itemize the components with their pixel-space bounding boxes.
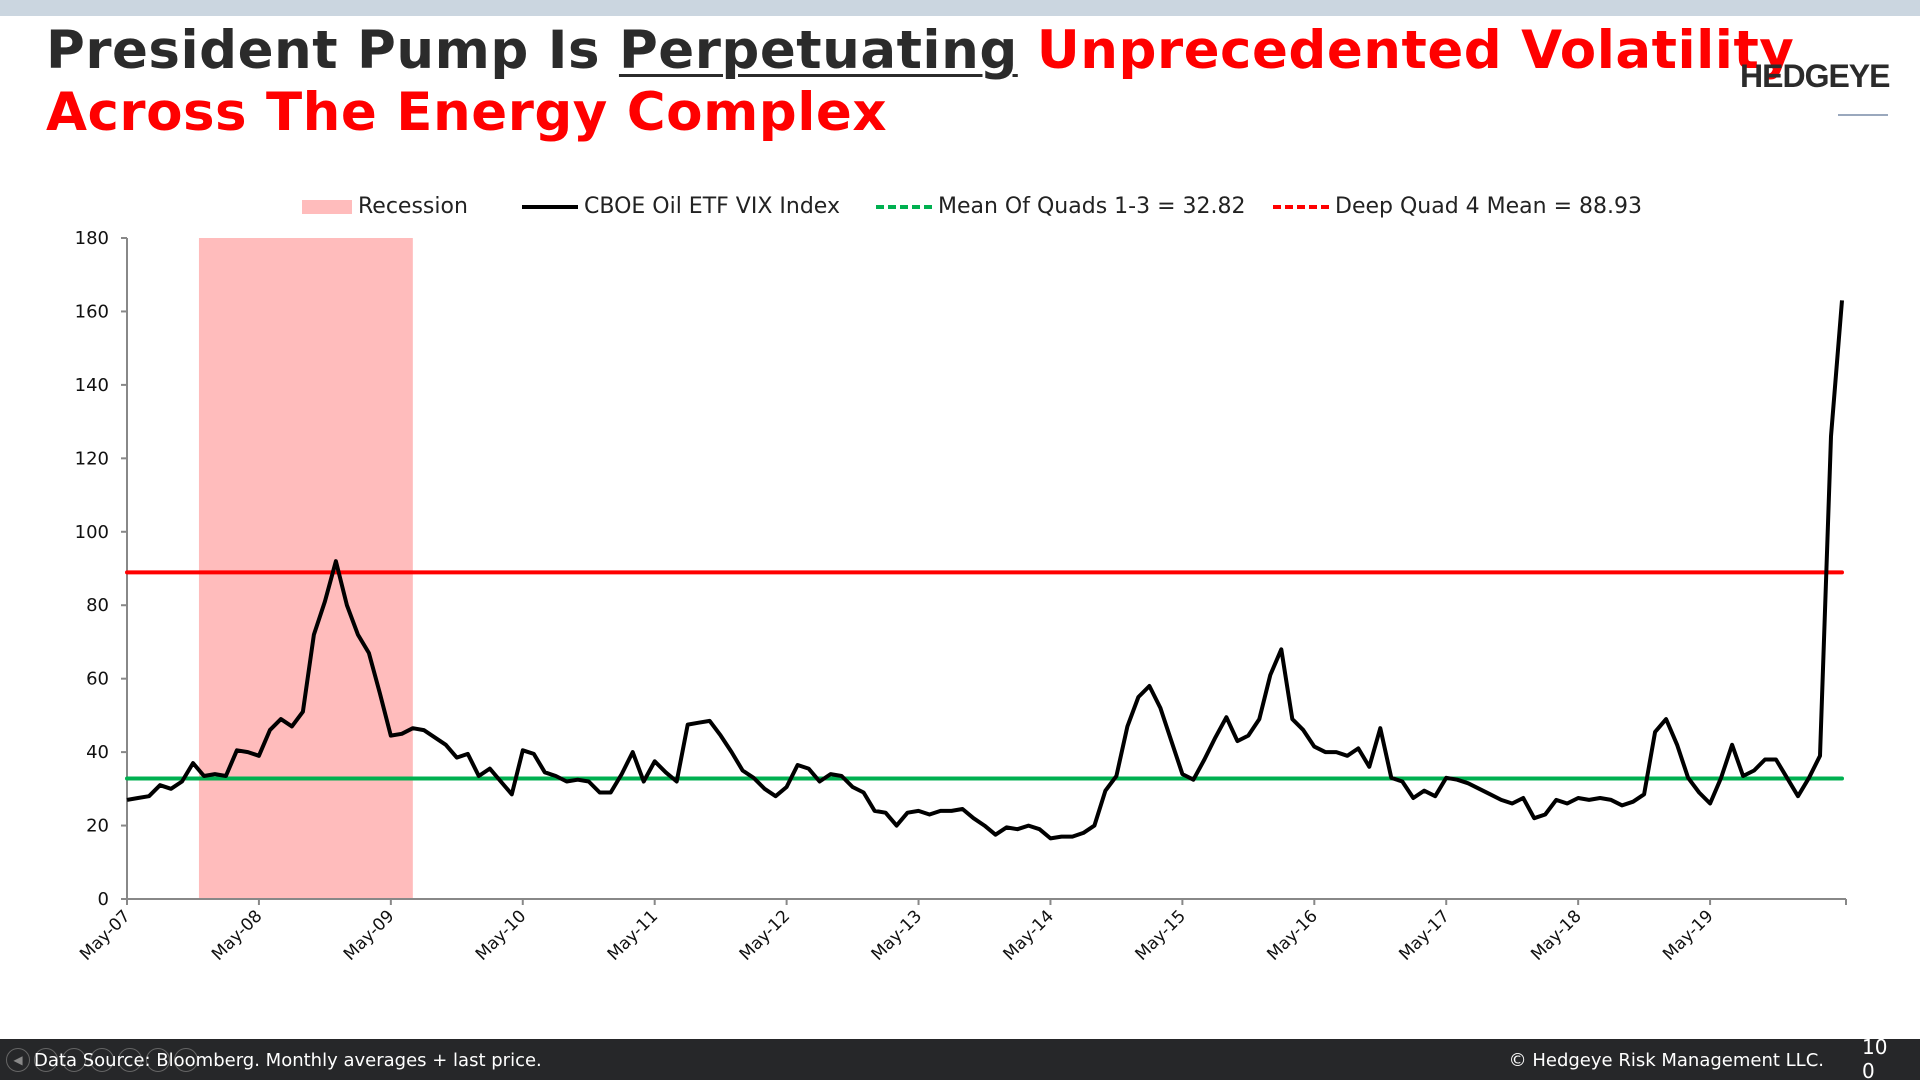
x-tick-label: May-17 (1395, 906, 1453, 964)
x-tick-label: May-08 (208, 906, 266, 964)
x-tick-label: May-15 (1131, 906, 1189, 964)
chart-plot: 0 20 40 60 80 100 120 140 160 180 May-07 May-08 May-… (0, 0, 1920, 1040)
y-tick-label: 140 (75, 375, 109, 396)
page-number: 100 (1862, 1035, 1890, 1083)
x-tick-label: May-13 (868, 906, 926, 964)
footer: ◀ Data Source: Bloomberg. Monthly averag… (0, 1039, 1920, 1080)
x-tick-label: May-14 (1000, 906, 1058, 964)
y-tick-label: 120 (75, 448, 109, 469)
y-tick-label: 160 (75, 301, 109, 322)
y-tick-label: 60 (86, 669, 109, 690)
y-tick-label: 180 (75, 228, 109, 249)
x-tick-label: May-12 (736, 906, 794, 964)
y-tick-label: 40 (86, 742, 109, 763)
x-tick-label: May-18 (1527, 906, 1585, 964)
data-source: Data Source: Bloomberg. Monthly averages… (34, 1050, 542, 1071)
y-tick-label: 20 (86, 816, 109, 837)
copyright: © Hedgeye Risk Management LLC. (1509, 1050, 1824, 1071)
y-tick-label: 80 (86, 595, 109, 616)
x-tick-label: May-11 (604, 906, 662, 964)
x-tick-label: May-19 (1659, 906, 1717, 964)
x-tick-label: May-09 (340, 906, 398, 964)
y-tick-label: 100 (75, 522, 109, 543)
x-tick-label: May-16 (1263, 906, 1321, 964)
x-tick-label: May-07 (76, 906, 134, 964)
x-tick-label: May-10 (472, 906, 530, 964)
recession-band (199, 238, 413, 899)
y-tick-label: 0 (98, 889, 109, 910)
nav-prev-icon[interactable]: ◀ (6, 1048, 30, 1072)
